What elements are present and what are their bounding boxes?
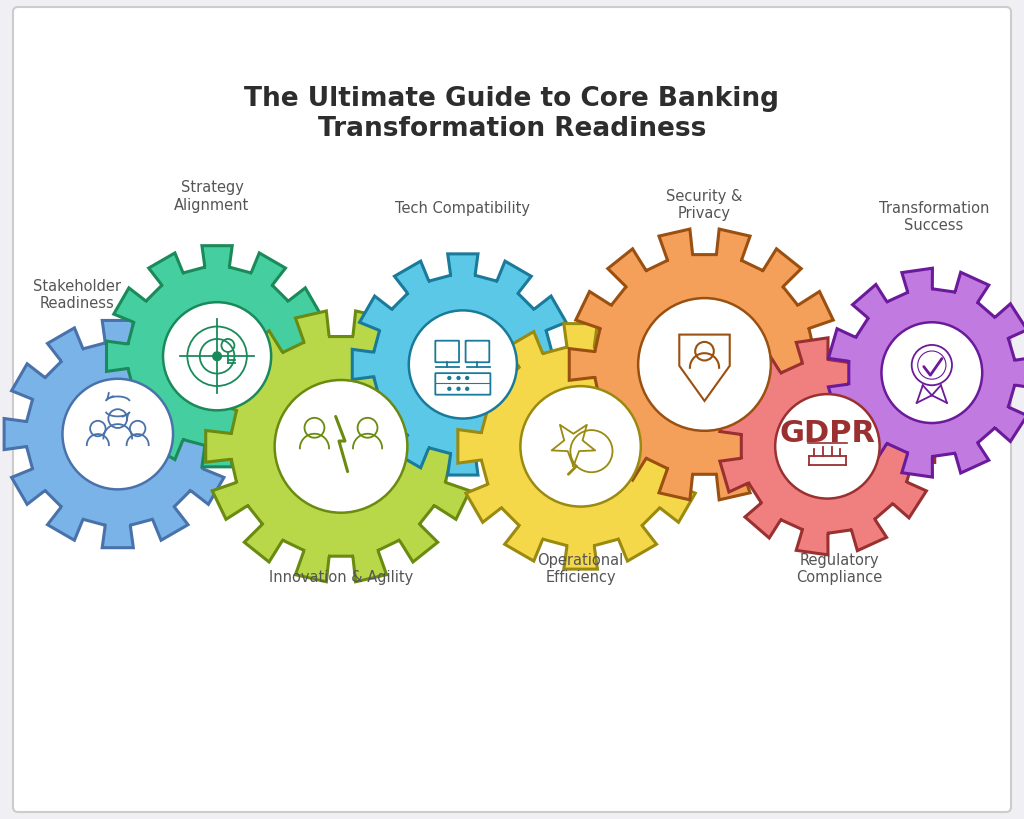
Circle shape <box>465 376 469 380</box>
Circle shape <box>274 380 408 513</box>
Text: Regulatory
Compliance: Regulatory Compliance <box>797 553 883 586</box>
Circle shape <box>457 376 461 380</box>
Text: Strategy
Alignment: Strategy Alignment <box>174 180 250 213</box>
Circle shape <box>163 302 271 410</box>
Circle shape <box>409 310 517 419</box>
Text: Stakeholder
Readiness: Stakeholder Readiness <box>33 278 121 311</box>
Text: GDPR: GDPR <box>779 419 876 448</box>
Text: Tech Compatibility: Tech Compatibility <box>395 201 530 216</box>
Polygon shape <box>352 254 573 475</box>
Polygon shape <box>206 311 476 581</box>
Polygon shape <box>4 320 231 548</box>
Circle shape <box>213 352 221 360</box>
Circle shape <box>457 387 461 391</box>
Text: The Ultimate Guide to Core Banking
Transformation Readiness: The Ultimate Guide to Core Banking Trans… <box>245 86 779 142</box>
Polygon shape <box>828 268 1024 477</box>
Circle shape <box>447 387 452 391</box>
Circle shape <box>447 376 452 380</box>
Circle shape <box>62 378 173 490</box>
Text: Transformation
Success: Transformation Success <box>879 201 989 233</box>
Circle shape <box>465 387 469 391</box>
Text: Operational
Efficiency: Operational Efficiency <box>538 553 624 586</box>
Polygon shape <box>569 229 840 500</box>
Circle shape <box>775 394 880 499</box>
Circle shape <box>520 386 641 507</box>
Polygon shape <box>458 324 703 569</box>
Circle shape <box>882 322 982 423</box>
Text: Innovation & Agility: Innovation & Agility <box>269 570 413 585</box>
Text: Security &
Privacy: Security & Privacy <box>667 188 742 221</box>
Polygon shape <box>720 337 935 555</box>
FancyBboxPatch shape <box>13 7 1011 812</box>
Polygon shape <box>106 246 328 467</box>
Circle shape <box>638 298 771 431</box>
